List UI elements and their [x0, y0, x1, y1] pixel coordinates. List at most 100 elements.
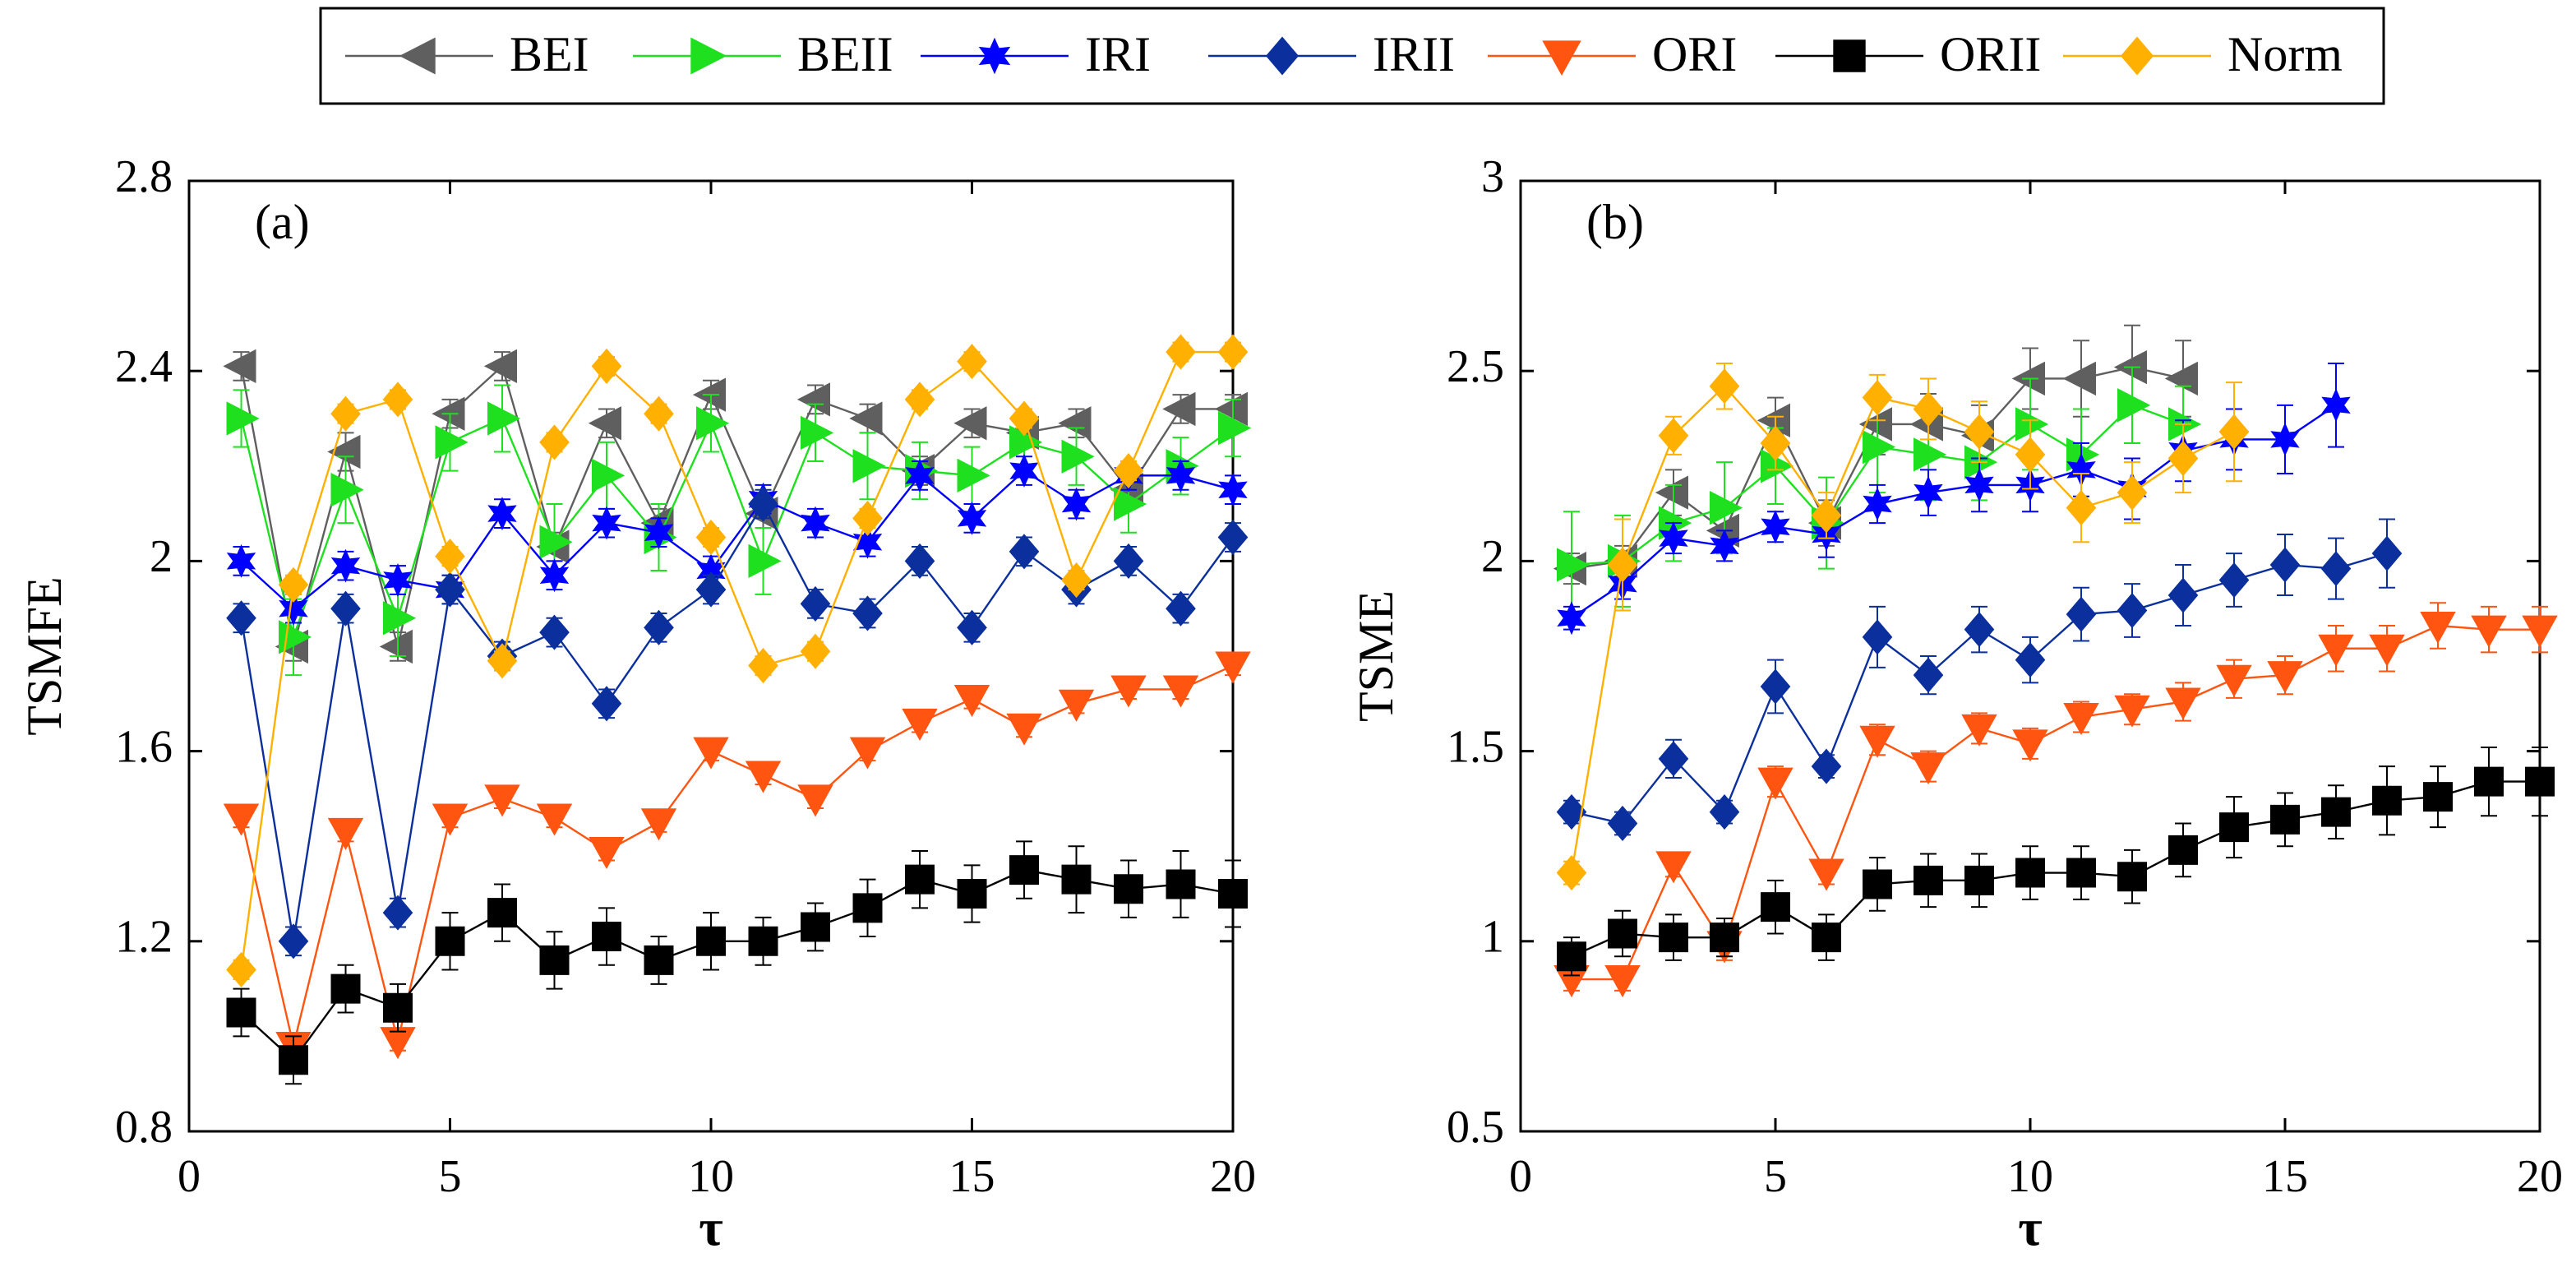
x-tick-label: 0: [178, 1151, 201, 1202]
marker: [383, 992, 413, 1023]
marker: [1556, 855, 1587, 891]
marker: [2267, 661, 2303, 694]
y-tick-label: 2.4: [115, 341, 173, 392]
marker: [592, 458, 626, 492]
marker: [1114, 487, 1147, 521]
y-tick-label: 1.2: [115, 912, 173, 963]
marker: [852, 500, 883, 536]
marker: [957, 458, 990, 492]
marker: [383, 601, 417, 636]
marker: [693, 737, 729, 770]
marker: [1607, 805, 1638, 842]
marker: [1964, 414, 1995, 450]
series-line: [1571, 553, 2388, 825]
marker: [279, 591, 308, 626]
series-line: [240, 664, 1234, 1047]
marker: [327, 817, 364, 850]
legend-marker: [399, 37, 436, 75]
marker: [644, 395, 674, 432]
marker: [382, 895, 413, 931]
marker: [1760, 425, 1791, 461]
marker: [539, 525, 573, 559]
marker: [2423, 782, 2453, 812]
marker: [2066, 596, 2097, 632]
marker: [1655, 475, 1688, 510]
y-tick-label: 0.8: [115, 1102, 173, 1153]
marker: [2066, 490, 2097, 526]
marker: [1859, 725, 1895, 758]
legend-label: IRI: [1085, 27, 1151, 81]
marker: [905, 864, 935, 895]
marker: [1658, 741, 1689, 777]
marker: [330, 590, 361, 627]
marker: [2218, 562, 2250, 599]
marker: [644, 945, 674, 975]
x-tick-label: 5: [439, 1151, 462, 1202]
x-tick-label: 20: [2517, 1151, 2563, 1202]
marker: [588, 406, 621, 441]
marker: [1061, 487, 1092, 521]
marker: [748, 926, 778, 956]
marker: [852, 595, 883, 631]
marker: [226, 951, 256, 988]
marker: [1166, 590, 1196, 627]
y-tick-label: 1.6: [115, 721, 173, 772]
marker: [1862, 619, 1893, 655]
marker: [2420, 612, 2456, 645]
marker: [1061, 562, 1092, 599]
marker: [1058, 689, 1095, 722]
marker: [748, 648, 778, 684]
marker: [435, 539, 465, 575]
marker: [1914, 865, 1943, 895]
marker: [1608, 918, 1637, 949]
y-tick-label: 2: [150, 531, 173, 582]
x-tick-label: 20: [1210, 1151, 1256, 1202]
marker: [539, 558, 570, 593]
marker: [1557, 548, 1590, 582]
marker: [1655, 851, 1692, 884]
marker: [696, 926, 726, 956]
marker: [1218, 879, 1248, 909]
marker: [1964, 865, 1994, 895]
marker: [2270, 804, 2300, 835]
marker: [279, 1045, 308, 1075]
marker: [2168, 835, 2198, 865]
marker: [1709, 794, 1740, 830]
marker: [330, 395, 361, 432]
marker: [1113, 543, 1144, 579]
marker: [1659, 923, 1688, 953]
marker: [745, 761, 782, 793]
marker: [591, 686, 622, 722]
marker: [435, 571, 465, 608]
y-tick-label: 3: [1481, 151, 1504, 202]
y-tick-label: 0.5: [1447, 1102, 1504, 1153]
marker: [432, 803, 469, 836]
marker: [957, 501, 987, 535]
marker: [953, 406, 987, 441]
marker: [1659, 521, 1688, 556]
x-tick-label: 15: [949, 1151, 995, 1202]
marker: [1964, 612, 1995, 648]
marker: [695, 519, 727, 556]
marker: [1557, 601, 1586, 636]
marker: [1710, 529, 1739, 563]
legend-marker: [690, 37, 727, 75]
marker: [2165, 687, 2201, 720]
y-axis-label: TSME: [1349, 590, 1403, 722]
legend-marker: [1265, 36, 1300, 76]
marker: [1761, 510, 1790, 544]
marker: [592, 506, 621, 540]
marker: [539, 945, 570, 975]
marker: [1058, 406, 1092, 441]
marker: [800, 633, 831, 669]
marker: [640, 808, 677, 841]
marker: [1214, 391, 1248, 427]
legend-label: IRII: [1373, 27, 1455, 81]
marker: [696, 406, 730, 441]
marker: [957, 879, 987, 909]
marker: [1061, 439, 1095, 474]
marker: [1009, 855, 1039, 886]
panel-label: (b): [1586, 195, 1644, 249]
marker: [1557, 941, 1586, 972]
